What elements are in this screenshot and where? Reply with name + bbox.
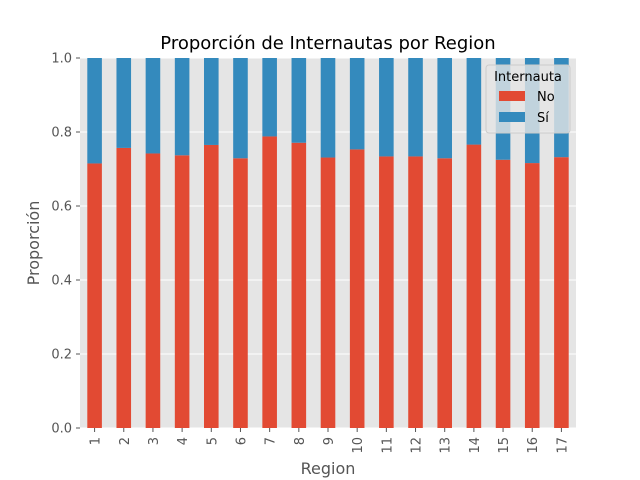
legend-title: Internauta: [494, 70, 562, 85]
bar-no-8: [291, 142, 307, 429]
bar-s-4: [174, 58, 190, 156]
bar-no-17: [554, 157, 569, 428]
bar-no-3: [145, 153, 161, 428]
bar-s-13: [437, 58, 452, 159]
chart-title: Proporción de Internautas por Region: [160, 33, 495, 54]
y-tick-label: 1.0: [51, 52, 72, 67]
legend-swatch: [499, 112, 525, 122]
y-axis-ticks: 0.0 0.2 0.4 0.6 0.8 1.0: [51, 52, 80, 437]
bar-no-10: [349, 149, 365, 428]
bar-s-12: [408, 58, 423, 157]
x-tick-label: 10: [351, 437, 366, 454]
bar-no-5: [204, 144, 219, 428]
bar-s-14: [466, 58, 482, 145]
x-tick-label: 15: [497, 437, 512, 454]
x-tick-label: 7: [264, 437, 279, 445]
legend-swatch: [499, 91, 525, 101]
bar-s-3: [145, 58, 161, 154]
bar-no-1: [87, 163, 102, 428]
bar-s-11: [379, 58, 394, 157]
x-tick-label: 14: [468, 437, 483, 454]
x-tick-label: 1: [89, 437, 104, 445]
y-tick-label: 0.8: [51, 126, 72, 141]
bar-no-14: [466, 144, 482, 428]
bar-no-9: [320, 157, 336, 428]
bar-no-16: [524, 163, 540, 428]
x-tick-label: 16: [526, 437, 541, 454]
x-tick-label: 13: [439, 437, 454, 454]
x-tick-label: 12: [410, 437, 425, 454]
x-tick-label: 8: [293, 437, 308, 445]
x-tick-label: 17: [555, 437, 570, 454]
legend-label: No: [537, 90, 555, 105]
bar-no-15: [495, 159, 511, 428]
legend: Internauta No Sí: [485, 64, 571, 134]
bar-s-9: [320, 58, 336, 158]
x-tick-label: 6: [234, 437, 249, 445]
bar-s-2: [116, 58, 132, 148]
x-tick-label: 9: [322, 437, 337, 445]
x-tick-label: 4: [176, 437, 191, 445]
bar-no-7: [262, 136, 277, 428]
x-tick-label: 3: [147, 437, 162, 445]
bar-no-6: [233, 158, 248, 428]
bar-no-13: [437, 158, 452, 428]
bar-s-7: [262, 58, 277, 137]
bar-s-5: [204, 58, 219, 145]
y-tick-label: 0.2: [51, 348, 72, 363]
bar-no-4: [174, 155, 190, 428]
y-tick-label: 0.0: [51, 422, 72, 437]
legend-label: Sí: [537, 111, 549, 126]
x-axis-ticks: 1 2 3 4 5 6 7 8 9 10 11 12 13 14 15 16 17: [89, 428, 570, 454]
x-tick-label: 5: [205, 437, 220, 445]
bar-s-10: [349, 58, 365, 150]
bar-no-12: [408, 156, 423, 429]
bar-s-1: [87, 58, 102, 164]
x-axis-label: Region: [301, 459, 356, 478]
bar-no-11: [379, 156, 394, 429]
y-tick-label: 0.6: [51, 200, 72, 215]
bar-s-6: [233, 58, 248, 159]
bar-no-2: [116, 147, 132, 428]
y-tick-label: 0.4: [51, 274, 72, 289]
y-axis-label: Proporción: [24, 201, 43, 286]
x-tick-label: 2: [118, 437, 133, 445]
x-tick-label: 11: [380, 437, 395, 454]
bar-s-8: [291, 58, 307, 143]
